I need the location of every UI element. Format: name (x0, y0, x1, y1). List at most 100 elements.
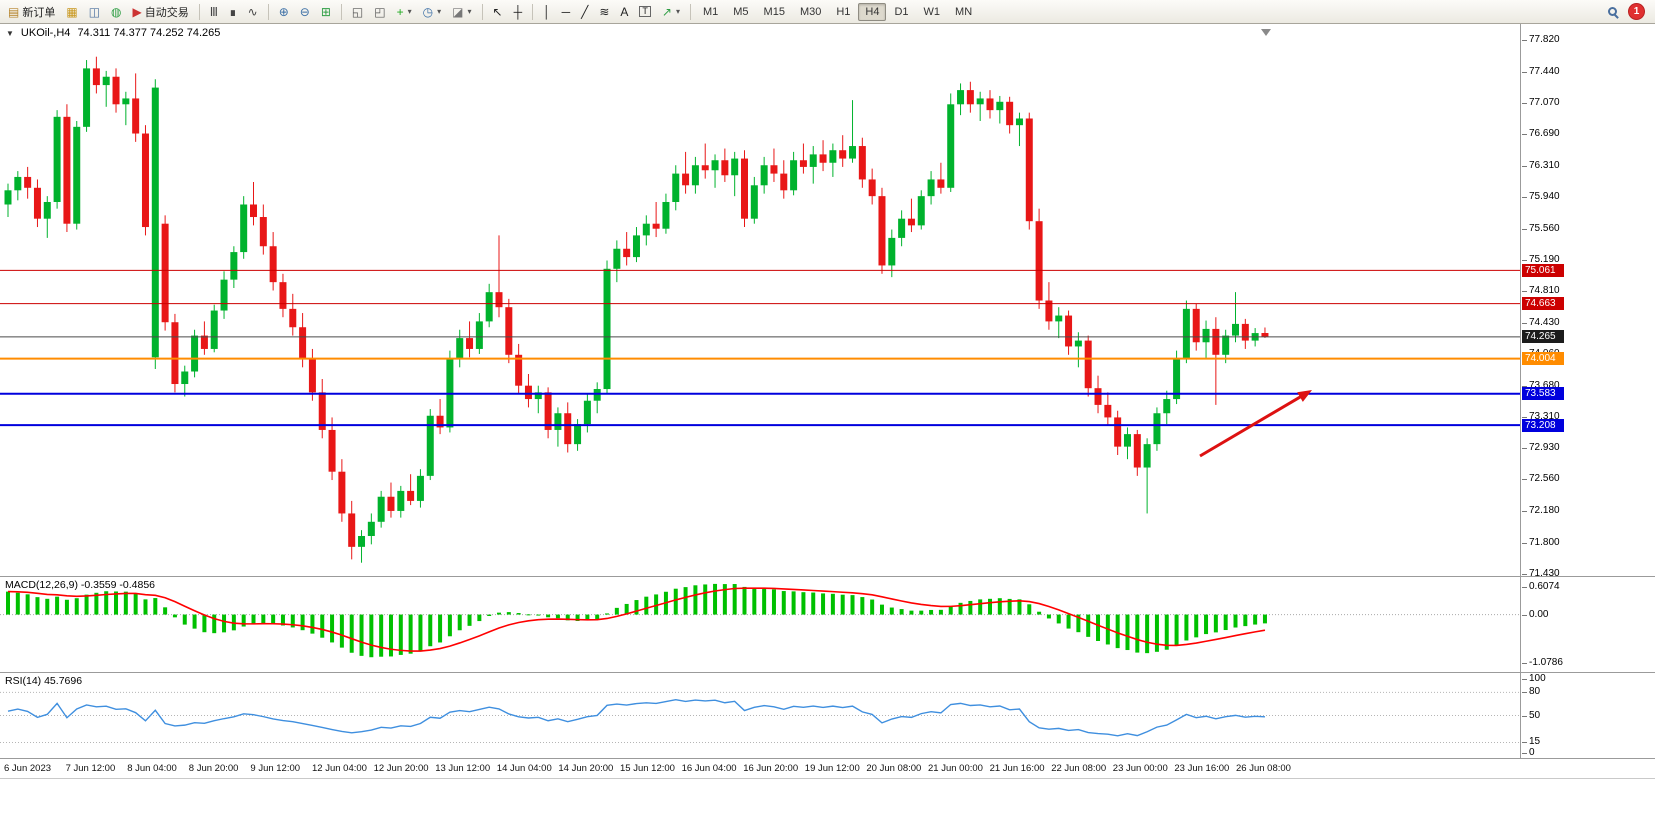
new-chart-icon[interactable]: ▦ (61, 3, 82, 21)
candle-body (642, 223, 650, 236)
candle-body (151, 87, 159, 358)
candle-body (721, 160, 729, 176)
chart-menu-icon[interactable]: ▼ (6, 28, 14, 38)
tf-w1-label: W1 (923, 5, 941, 18)
candle-body (4, 190, 12, 205)
price-chart-plot[interactable] (0, 24, 1520, 577)
templates-button[interactable]: ◪ ▾ (447, 3, 476, 21)
candle-body (1074, 340, 1082, 347)
candle-body (603, 268, 611, 390)
macd-histogram-bar (271, 614, 276, 624)
arrows-tool-glyph: ↗ (661, 4, 672, 19)
dropdown-caret-icon: ▾ (437, 7, 442, 16)
time-axis[interactable]: 6 Jun 2023 7 Jun 12:00 8 Jun 04:00 8 Jun 20… (0, 759, 1655, 779)
tf-w1[interactable]: W1 (917, 3, 948, 21)
notifications-badge[interactable]: 1 (1629, 4, 1644, 19)
macd-histogram-bar (55, 596, 60, 615)
time-axis-label: 19 Jun 12:00 (804, 763, 860, 774)
time-axis-label: 9 Jun 12:00 (250, 763, 301, 774)
candle-body (623, 248, 631, 258)
chart-shift-marker[interactable] (1261, 29, 1271, 36)
trendline-tool-glyph: ╱ (581, 4, 589, 19)
fibonacci-tool[interactable]: ≋ (594, 3, 614, 21)
trendline-tool[interactable]: ╱ (576, 3, 593, 21)
candle-body (456, 338, 464, 359)
tf-m15[interactable]: M15 (757, 3, 792, 21)
rsi-plot[interactable] (0, 673, 1520, 759)
macd-histogram-bar (713, 583, 718, 615)
candle-body (1182, 308, 1190, 359)
search-icon[interactable] (1603, 4, 1622, 19)
add-indicator-button[interactable]: + ▾ (392, 3, 417, 21)
macd-histogram-bar (114, 591, 119, 615)
autotrading-button[interactable]: ▶ 自动交易 (128, 1, 194, 23)
tf-m30[interactable]: M30 (793, 3, 828, 21)
candle-body (780, 173, 788, 191)
label-tool[interactable]: T (634, 3, 656, 20)
candle-body (181, 371, 189, 385)
time-axis-label: 26 Jun 08:00 (1236, 763, 1291, 774)
candle-body (250, 204, 257, 218)
candlestick-chart-icon[interactable]: ∎ (224, 3, 242, 21)
macd-histogram-bar (1164, 614, 1169, 650)
tf-h1[interactable]: H1 (829, 3, 857, 21)
candle-body (770, 165, 778, 174)
tile-windows-icon[interactable]: ⊞ (316, 3, 336, 21)
macd-histogram-bar (683, 587, 688, 615)
toolbar-separator (340, 3, 342, 20)
community-icon[interactable]: ◍ (106, 3, 126, 21)
tf-d1[interactable]: D1 (887, 3, 915, 21)
horizontal-line-tool[interactable]: ─ (557, 3, 576, 21)
candle-body (416, 475, 424, 501)
macd-histogram-bar (1174, 614, 1179, 646)
macd-histogram-bar (958, 602, 963, 615)
arrows-tool[interactable]: ↗ ▾ (657, 3, 685, 21)
candle-body (220, 279, 228, 311)
macd-histogram-bar (624, 603, 629, 615)
auto-scroll-icon[interactable]: ◱ (347, 3, 368, 21)
candle-body (809, 154, 817, 167)
candle-body (426, 415, 434, 476)
tf-h4[interactable]: H4 (858, 2, 887, 21)
candle-body (436, 415, 444, 428)
zoom-in-icon[interactable]: ⊕ (274, 3, 294, 21)
price-axis-label: 75.940 (1522, 190, 1560, 202)
trend-arrow[interactable] (1199, 391, 1308, 458)
candle-body (731, 158, 739, 176)
candle-body (1006, 101, 1014, 126)
macd-histogram-bar (752, 588, 757, 615)
macd-histogram-bar (644, 596, 649, 615)
macd-plot[interactable] (0, 577, 1520, 673)
new-order-button[interactable]: ▤ 新订单 (3, 1, 60, 23)
time-axis-label: 21 Jun 16:00 (989, 763, 1045, 774)
chart-shift-icon[interactable]: ◰ (369, 3, 390, 21)
tf-mn[interactable]: MN (948, 3, 979, 21)
bar-chart-icon[interactable]: Ⅲ (205, 3, 223, 21)
text-tool[interactable]: A (615, 3, 633, 21)
periods-button[interactable]: ◷ ▾ (418, 3, 447, 21)
macd-histogram-bar (251, 614, 256, 624)
line-chart-icon[interactable]: ∿ (243, 3, 263, 21)
tf-m1[interactable]: M1 (696, 3, 725, 21)
candle-body (33, 187, 41, 219)
zoom-out-icon[interactable]: ⊖ (295, 3, 315, 21)
candle-body (122, 98, 130, 105)
time-axis-label: 23 Jun 00:00 (1112, 763, 1168, 774)
macd-histogram-bar (938, 609, 943, 615)
macd-histogram-bar (369, 614, 374, 658)
price-axis-label: 77.070 (1522, 96, 1560, 108)
data-window-icon[interactable]: ◫ (84, 3, 105, 21)
vertical-line-tool[interactable]: │ (538, 3, 556, 21)
candle-body (907, 218, 915, 226)
cursor-tool[interactable]: ↖ (488, 3, 508, 21)
candle-body (318, 392, 326, 430)
macd-histogram-bar (104, 591, 109, 615)
candle-body (161, 223, 169, 323)
macd-histogram-bar (320, 614, 325, 638)
crosshair-tool[interactable]: ┼ (509, 3, 528, 21)
macd-histogram-bar (84, 594, 89, 615)
tf-m5[interactable]: M5 (726, 3, 755, 21)
macd-histogram-bar (1243, 614, 1248, 627)
candle-body (505, 307, 513, 355)
macd-histogram-bar (546, 614, 551, 618)
